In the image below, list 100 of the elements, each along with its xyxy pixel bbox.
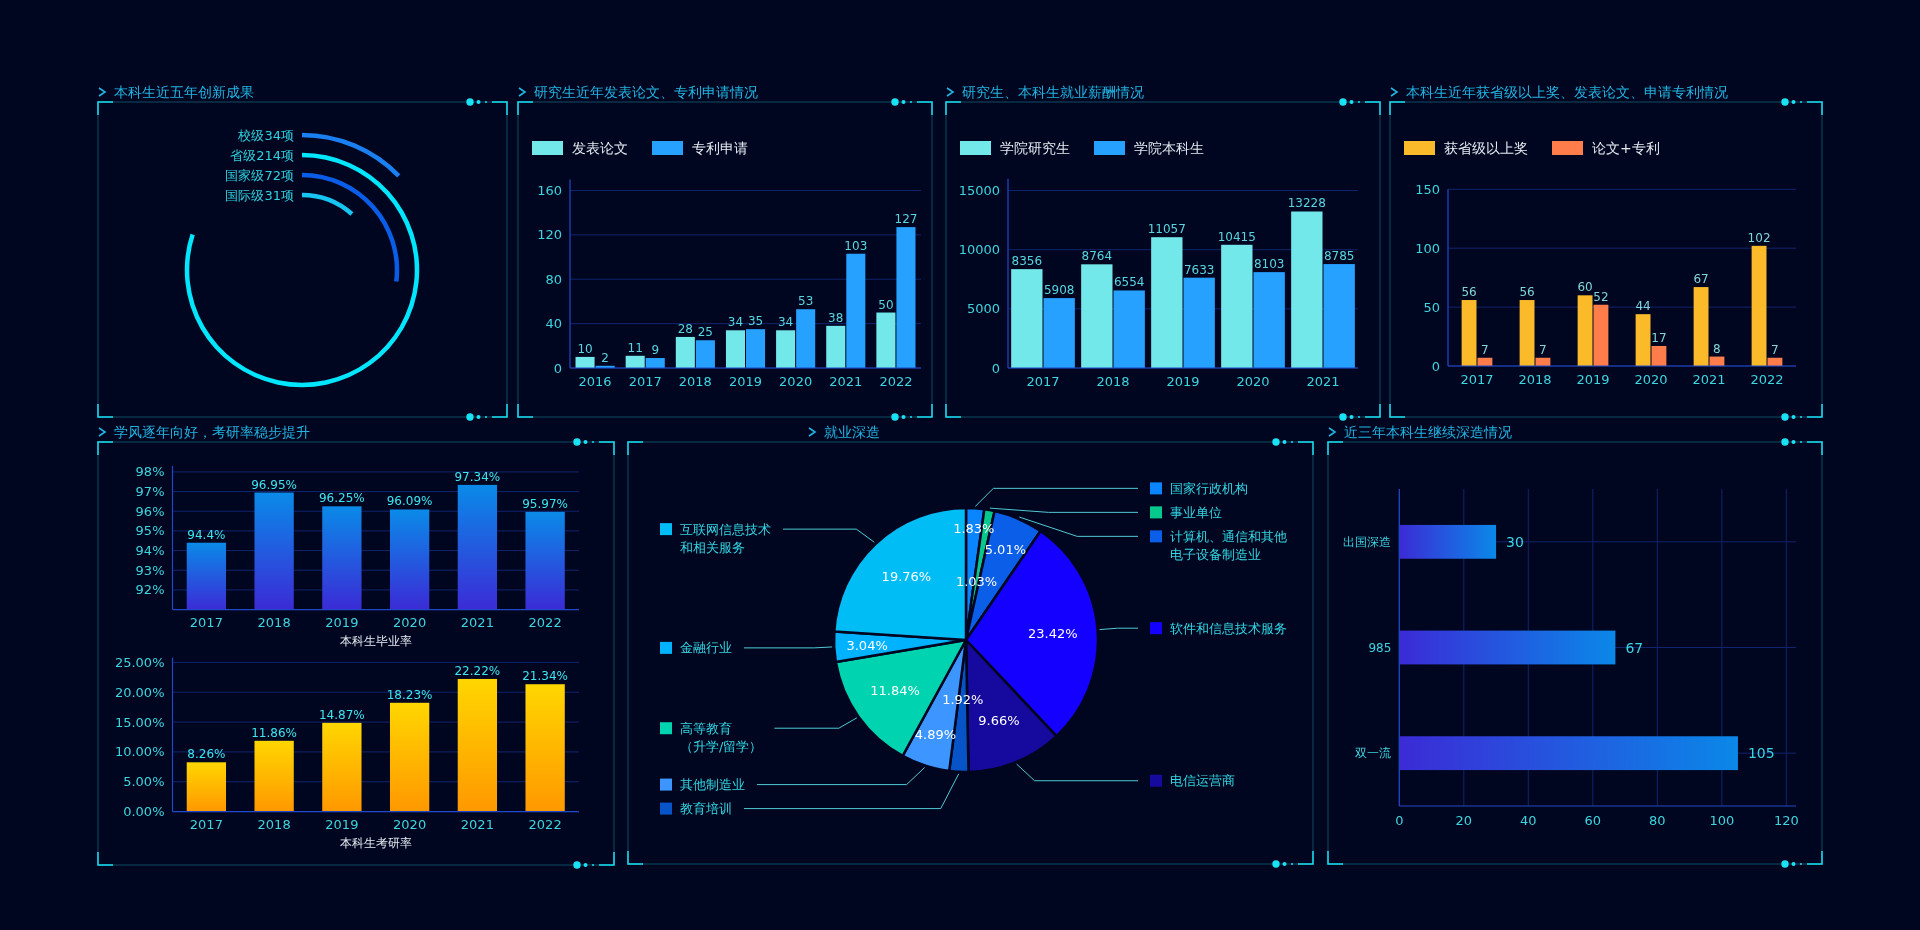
x-tick-label: 2021	[1306, 373, 1340, 389]
x-tick-label: 2019	[1166, 373, 1200, 389]
x-tick-label: 2022	[528, 615, 562, 631]
data-label: 7	[1539, 342, 1547, 357]
x-axis-title: 本科生毕业率	[339, 633, 412, 648]
legend-label: 获省级以上奖	[1444, 140, 1528, 156]
y-tick-label: 150	[1415, 181, 1440, 197]
data-label: 23.42%	[1028, 625, 1078, 641]
x-tick-label: 2017	[1460, 371, 1494, 387]
y-tick-label: 50	[1423, 299, 1440, 315]
data-label: 38	[828, 310, 844, 325]
y-tick-label: 10.00%	[114, 744, 165, 760]
category-label: 国际级	[225, 187, 265, 203]
y-tick-label: 15.00%	[114, 714, 165, 730]
category-label: 国家级	[225, 167, 265, 183]
bar	[876, 312, 896, 368]
x-tick-label: 2022	[528, 817, 562, 833]
data-label: 28	[677, 321, 693, 336]
bar	[1323, 264, 1355, 368]
text: 本科生近五年创新成果	[114, 84, 254, 100]
data-label: 7	[1481, 342, 1489, 357]
x-tick-label: 2020	[393, 615, 427, 631]
bar	[896, 227, 916, 368]
bar	[796, 309, 816, 368]
bar	[1253, 272, 1285, 368]
y-tick-label: 94%	[135, 543, 165, 559]
x-tick-label: 2016	[578, 373, 612, 389]
bar	[525, 684, 565, 812]
data-label: 13228	[1287, 196, 1326, 211]
legend-label: 专利申请	[692, 140, 748, 156]
chart-title: 学风逐年向好，考研率稳步提升	[114, 424, 310, 440]
x-tick-label: 2017	[189, 817, 223, 833]
bar	[625, 355, 645, 368]
y-tick-label: 双一流	[1355, 746, 1392, 761]
chart-title: 研究生近年发表论文、专利申请情况	[534, 84, 758, 100]
data-label: 10	[577, 341, 593, 356]
data-label: 67	[1693, 272, 1709, 287]
data-label: 18.23%	[386, 687, 433, 702]
chart-title: 就业深造	[824, 424, 880, 440]
x-tick-label: 2022	[879, 373, 913, 389]
data-label: 8356	[1011, 254, 1043, 269]
bar	[1113, 290, 1145, 368]
legend-label: 事业单位	[1170, 504, 1222, 520]
data-label: 7633	[1183, 262, 1215, 277]
bar	[575, 356, 595, 368]
bar	[457, 678, 498, 812]
x-tick-label: 2021	[1692, 371, 1726, 387]
x-tick-label: 2021	[460, 817, 494, 833]
data-label: 8785	[1323, 249, 1355, 264]
bar	[1221, 244, 1253, 368]
y-tick-label: 0.00%	[123, 804, 165, 820]
y-tick-label: 0	[1431, 358, 1440, 374]
data-label: 8.26%	[187, 747, 226, 762]
y-tick-label: 20.00%	[114, 684, 165, 700]
legend-label: 教育培训	[680, 801, 732, 817]
bar	[1291, 211, 1323, 368]
y-tick-label: 97%	[135, 484, 165, 500]
data-label: 34项	[264, 127, 294, 143]
bar	[846, 253, 866, 368]
chart-title: 研究生、本科生就业薪酬情况	[962, 84, 1144, 100]
x-tick-label: 40	[1520, 812, 1537, 828]
x-tick-label: 2017	[628, 373, 662, 389]
bar	[1183, 277, 1215, 368]
x-tick-label: 2019	[325, 615, 359, 631]
y-tick-label: 80	[545, 271, 562, 287]
y-tick-label: 15000	[958, 183, 1000, 199]
y-tick-label: 10000	[958, 242, 1000, 258]
legend-label: 金融行业	[680, 640, 732, 656]
chart-title: 本科生近年获省级以上奖、发表论文、申请专利情况	[1406, 84, 1728, 100]
data-label: 8	[1713, 341, 1721, 356]
data-label: 60	[1577, 280, 1593, 295]
x-tick-label: 0	[1395, 812, 1404, 828]
legend-label: 互联网信息技术和相关服务	[680, 521, 771, 555]
data-label: 56	[1519, 285, 1535, 300]
y-tick-label: 25.00%	[114, 654, 165, 670]
x-tick-label: 2020	[1236, 373, 1270, 389]
data-label: 14.87%	[318, 707, 365, 722]
bar	[1043, 298, 1075, 368]
y-tick-label: 100	[1415, 240, 1440, 256]
data-label: 8764	[1081, 249, 1113, 264]
x-tick-label: 2021	[829, 373, 863, 389]
bar	[1461, 300, 1477, 366]
data-label: 53	[798, 294, 814, 309]
legend-label: 发表论文	[572, 140, 628, 156]
y-tick-label: 120	[537, 227, 562, 243]
y-tick-label: 出国深造	[1343, 534, 1392, 549]
y-tick-label: 985	[1368, 640, 1392, 655]
bar	[322, 722, 362, 812]
data-label: 127	[894, 212, 918, 227]
legend-label: 电信运营商	[1170, 773, 1235, 789]
bar	[776, 330, 796, 368]
bar	[826, 325, 846, 368]
legend-label: 学院研究生	[1000, 140, 1070, 156]
bar	[1151, 237, 1183, 368]
data-label: 10415	[1217, 229, 1256, 244]
bar	[389, 702, 430, 812]
x-tick-label: 2018	[1518, 371, 1552, 387]
x-tick-label: 2017	[1026, 373, 1060, 389]
x-tick-label: 2018	[678, 373, 712, 389]
data-label: 25	[697, 325, 714, 340]
